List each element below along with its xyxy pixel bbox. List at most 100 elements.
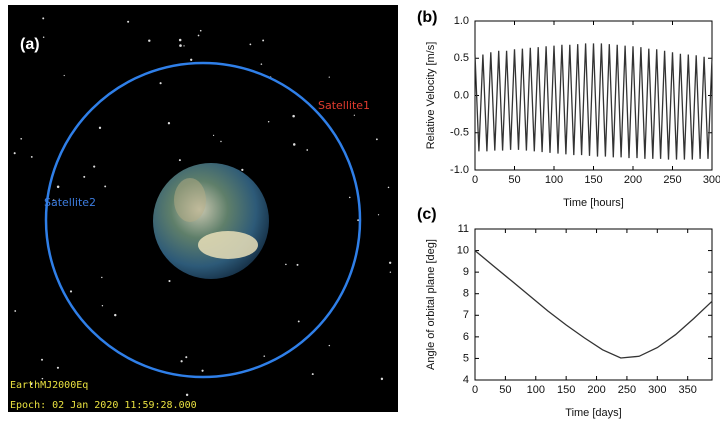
star: [380, 377, 384, 381]
star: [357, 219, 360, 222]
star: [353, 114, 355, 116]
star: [127, 20, 130, 23]
y-tick-label: 6: [463, 331, 469, 343]
star: [201, 369, 204, 372]
star: [167, 122, 171, 125]
star: [83, 175, 86, 178]
star: [388, 261, 392, 264]
data-line: [474, 43, 713, 160]
y-tick-label: -1.0: [450, 164, 469, 176]
star: [297, 320, 300, 323]
star: [13, 152, 16, 155]
y-tick-label: 7: [463, 309, 469, 321]
star: [29, 382, 33, 386]
y-tick-label: 4: [463, 374, 469, 386]
star: [311, 373, 314, 376]
star: [42, 17, 45, 20]
star: [249, 43, 252, 46]
y-axis-label: Angle of orbital plane [deg]: [425, 239, 437, 370]
star: [52, 199, 55, 202]
x-tick-label: 100: [527, 384, 545, 396]
star: [306, 149, 309, 151]
star: [260, 63, 263, 65]
star: [101, 276, 103, 279]
star: [178, 38, 182, 42]
star: [40, 358, 44, 361]
star: [267, 121, 270, 123]
orbit: [44, 61, 362, 379]
y-tick-label: 0.5: [454, 52, 469, 64]
earth-land: [174, 178, 206, 222]
y-axis-label: Relative Velocity [m/s]: [425, 42, 437, 150]
x-tick-label: 250: [618, 384, 636, 396]
star: [262, 39, 265, 42]
star: [159, 82, 162, 85]
data-line: [474, 250, 713, 359]
star: [148, 39, 151, 42]
star: [56, 185, 60, 189]
star: [241, 168, 244, 172]
star: [56, 366, 60, 369]
orbit-view: (a) Satellite1 Satellite2 EarthMJ2000Eq …: [8, 5, 398, 412]
satellite-label: Satellite1: [318, 99, 370, 112]
y-tick-label: 9: [463, 266, 469, 278]
x-tick-label: 150: [557, 384, 575, 396]
x-tick-label: 300: [648, 384, 666, 396]
star: [41, 377, 44, 380]
star: [63, 74, 65, 77]
star: [185, 393, 189, 397]
y-tick-label: 11: [458, 223, 469, 235]
star: [101, 305, 104, 307]
star: [199, 29, 202, 32]
star: [98, 126, 102, 129]
earth-land: [198, 231, 258, 259]
panel-label: (b): [417, 9, 437, 26]
star: [114, 313, 117, 317]
star: [180, 360, 183, 363]
star: [93, 165, 96, 168]
y-tick-label: -0.5: [450, 127, 469, 139]
x-tick-label: 200: [624, 174, 642, 186]
star: [328, 76, 330, 78]
earth: [153, 163, 269, 279]
satellite-label: Satellite2: [44, 196, 96, 209]
star: [375, 138, 378, 141]
star: [387, 186, 390, 189]
x-tick-label: 0: [472, 174, 478, 186]
star: [183, 45, 185, 47]
epoch-label: Epoch: 02 Jan 2020 11:59:28.000: [10, 400, 197, 411]
y-tick-label: 0.0: [454, 89, 469, 101]
x-tick-label: 0: [472, 384, 478, 396]
star: [377, 214, 380, 216]
star: [104, 185, 107, 188]
x-tick-label: 50: [508, 174, 520, 186]
star: [42, 36, 45, 38]
star: [212, 134, 215, 136]
star: [263, 355, 266, 357]
x-tick-label: 150: [584, 174, 602, 186]
star: [190, 58, 193, 61]
star: [292, 114, 295, 118]
plot-frame: [474, 228, 713, 381]
panel-label: (c): [417, 206, 437, 223]
star: [348, 196, 351, 199]
star: [69, 290, 73, 293]
x-tick-label: 100: [545, 174, 563, 186]
star: [389, 271, 392, 273]
star: [296, 263, 299, 266]
x-tick-label: 350: [679, 384, 697, 396]
star: [292, 143, 296, 146]
star: [14, 310, 17, 312]
star: [220, 140, 222, 143]
star: [179, 44, 182, 47]
star: [30, 155, 33, 158]
x-tick-label: 50: [499, 384, 511, 396]
x-tick-label: 200: [587, 384, 605, 396]
x-axis-label: Time [hours]: [563, 197, 624, 209]
y-tick-label: 10: [457, 244, 469, 256]
y-tick-label: 1.0: [454, 15, 469, 27]
star: [185, 356, 188, 359]
x-tick-label: 300: [703, 174, 720, 186]
x-axis-label: Time [days]: [565, 407, 621, 419]
